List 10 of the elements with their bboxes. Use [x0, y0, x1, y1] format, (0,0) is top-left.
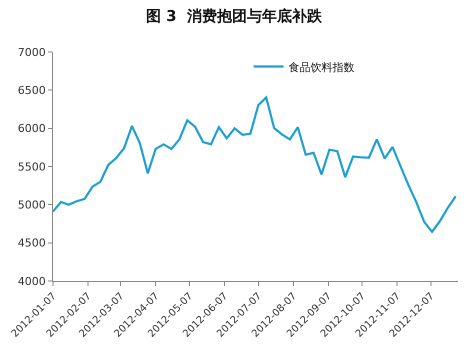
legend-label: 食品饮料指数: [288, 60, 355, 74]
y-tick-label: 4500: [18, 236, 46, 250]
y-tick-label: 5500: [18, 160, 46, 174]
y-tick-label: 4000: [18, 274, 46, 288]
y-tick-label: 6000: [18, 122, 46, 136]
y-tick-label: 5000: [18, 198, 46, 212]
y-tick-label: 6500: [18, 84, 46, 98]
y-tick-label: 7000: [18, 46, 46, 59]
chart-title: 图 3 消费抱团与年底补跌: [146, 7, 324, 26]
line-series: [53, 96, 457, 233]
